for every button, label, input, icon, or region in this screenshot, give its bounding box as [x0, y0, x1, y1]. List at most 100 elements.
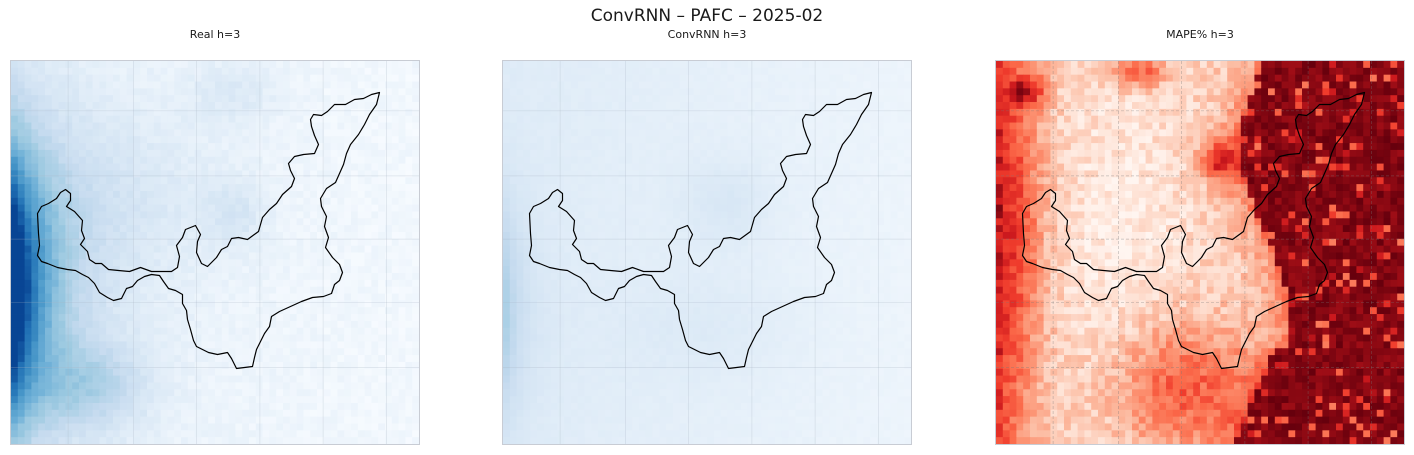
- real-cell-16-35: [249, 170, 257, 178]
- convrnn-cell-1-2: [516, 67, 524, 76]
- real-cell-3-43: [303, 81, 311, 89]
- real-cell-22-24: [174, 211, 182, 219]
- real-cell-48-3: [31, 389, 39, 397]
- real-cell-45-15: [113, 368, 121, 377]
- real-cell-15-22: [160, 163, 168, 171]
- real-cell-26-19: [140, 238, 148, 247]
- convrnn-cell-2-27: [686, 74, 694, 82]
- convrnn-cell-19-31: [713, 190, 721, 199]
- real-cell-34-14: [106, 293, 114, 301]
- convrnn-cell-26-28: [693, 238, 701, 247]
- convrnn-cell-6-36: [747, 102, 755, 110]
- convrnn-cell-9-10: [571, 122, 579, 130]
- real-cell-41-7: [58, 341, 66, 349]
- real-cell-4-32: [228, 88, 236, 96]
- convrnn-cell-25-41: [781, 231, 789, 240]
- convrnn-cell-4-59: [904, 88, 911, 96]
- real-cell-9-8: [65, 122, 73, 130]
- real-cell-17-14: [106, 177, 114, 185]
- convrnn-cell-20-11: [577, 197, 585, 206]
- real-cell-40-54: [378, 334, 386, 342]
- real-cell-52-28: [201, 416, 209, 424]
- convrnn-cell-24-52: [856, 225, 864, 233]
- real-cell-50-48: [337, 402, 345, 411]
- real-cell-50-40: [283, 402, 291, 411]
- real-cell-39-49: [344, 327, 352, 335]
- real-cell-36-1: [17, 307, 25, 315]
- real-cell-11-45: [317, 136, 325, 144]
- real-cell-27-15: [113, 245, 121, 253]
- real-cell-55-52: [364, 437, 372, 444]
- real-cell-49-1: [17, 396, 25, 404]
- real-cell-41-17: [126, 341, 134, 349]
- real-cell-10-53: [371, 129, 379, 137]
- convrnn-cell-23-30: [707, 218, 715, 226]
- real-cell-55-6: [51, 437, 59, 444]
- real-cell-19-4: [38, 190, 46, 199]
- convrnn-cell-20-50: [843, 197, 851, 206]
- convrnn-cell-9-40: [775, 122, 783, 130]
- convrnn-cell-1-0: [503, 67, 511, 76]
- real-cell-34-54: [378, 293, 386, 301]
- convrnn-cell-19-29: [700, 190, 708, 199]
- real-cell-43-51: [357, 355, 365, 363]
- real-cell-52-8: [65, 416, 73, 424]
- convrnn-cell-21-47: [822, 204, 830, 212]
- real-cell-41-57: [398, 341, 406, 349]
- real-cell-22-37: [262, 211, 270, 219]
- real-cell-3-55: [385, 81, 393, 89]
- real-cell-32-43: [303, 279, 311, 288]
- convrnn-cell-16-53: [863, 170, 871, 178]
- real-cell-0-8: [65, 61, 73, 69]
- real-cell-40-10: [79, 334, 87, 342]
- real-cell-4-52: [364, 88, 372, 96]
- real-cell-53-32: [228, 423, 236, 431]
- real-cell-45-13: [99, 368, 107, 377]
- real-cell-10-8: [65, 129, 73, 137]
- real-cell-23-26: [187, 218, 195, 226]
- convrnn-cell-13-55: [877, 149, 885, 158]
- real-cell-18-8: [65, 184, 73, 192]
- convrnn-cell-15-36: [747, 163, 755, 171]
- convrnn-cell-4-29: [700, 88, 708, 96]
- convrnn-cell-22-37: [754, 211, 762, 219]
- real-cell-47-23: [167, 382, 175, 390]
- real-cell-36-42: [296, 307, 304, 315]
- real-cell-48-9: [72, 389, 80, 397]
- real-cell-23-36: [255, 218, 263, 226]
- real-cell-15-47: [330, 163, 338, 171]
- real-cell-12-41: [289, 143, 297, 151]
- real-cell-12-33: [235, 143, 243, 151]
- real-cell-43-55: [385, 355, 393, 363]
- convrnn-cell-21-54: [870, 204, 878, 212]
- real-cell-35-29: [208, 300, 216, 308]
- real-cell-29-36: [255, 259, 263, 267]
- convrnn-cell-3-19: [632, 81, 640, 89]
- real-cell-22-54: [378, 211, 386, 219]
- convrnn-cell-12-52: [856, 143, 864, 151]
- real-cell-6-11: [85, 102, 93, 110]
- convrnn-cell-6-48: [829, 102, 837, 110]
- real-cell-24-27: [194, 225, 202, 233]
- convrnn-cell-26-52: [856, 238, 864, 247]
- real-cell-52-24: [174, 416, 182, 424]
- real-cell-54-58: [405, 430, 413, 438]
- real-cell-49-31: [221, 396, 229, 404]
- convrnn-cell-12-16: [611, 143, 619, 151]
- real-cell-19-14: [106, 190, 114, 199]
- convrnn-cell-19-20: [639, 190, 647, 199]
- real-cell-27-20: [147, 245, 155, 253]
- convrnn-cell-22-48: [829, 211, 837, 219]
- convrnn-cell-20-28: [693, 197, 701, 206]
- real-cell-17-57: [398, 177, 406, 185]
- real-cell-21-12: [92, 204, 100, 212]
- convrnn-cell-21-38: [761, 204, 769, 212]
- convrnn-cell-8-30: [707, 115, 715, 123]
- convrnn-cell-0-56: [883, 61, 891, 69]
- real-cell-16-27: [194, 170, 202, 178]
- convrnn-cell-14-24: [666, 156, 674, 164]
- real-cell-54-22: [160, 430, 168, 438]
- real-cell-17-51: [357, 177, 365, 185]
- real-cell-38-7: [58, 320, 66, 329]
- convrnn-cell-17-56: [883, 177, 891, 185]
